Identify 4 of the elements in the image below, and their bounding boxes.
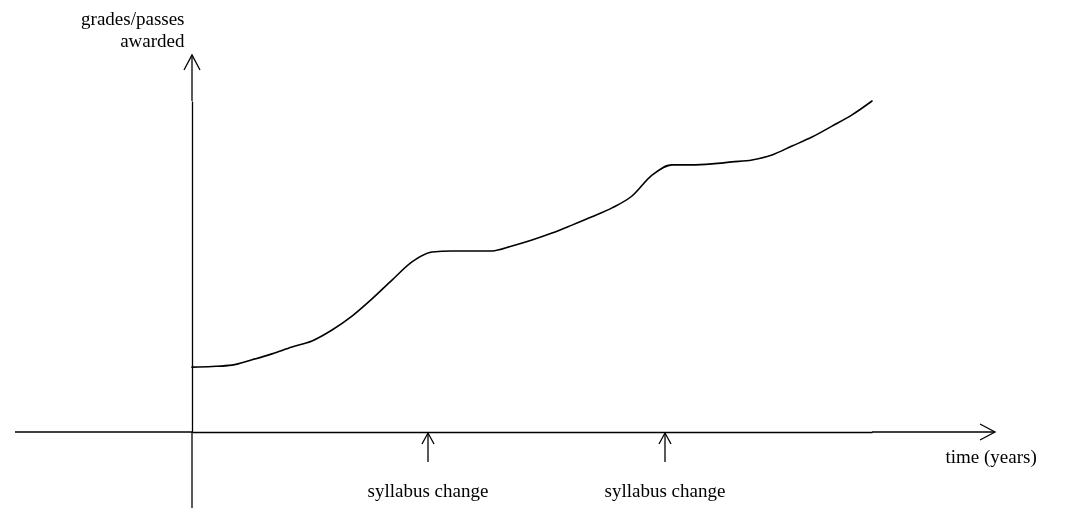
text: syllabus change	[604, 480, 726, 502]
text: syllabus change	[367, 480, 489, 502]
x-axis-title: time (years)	[945, 445, 1037, 468]
y-axis-title: grades/passes awarded	[81, 7, 185, 51]
